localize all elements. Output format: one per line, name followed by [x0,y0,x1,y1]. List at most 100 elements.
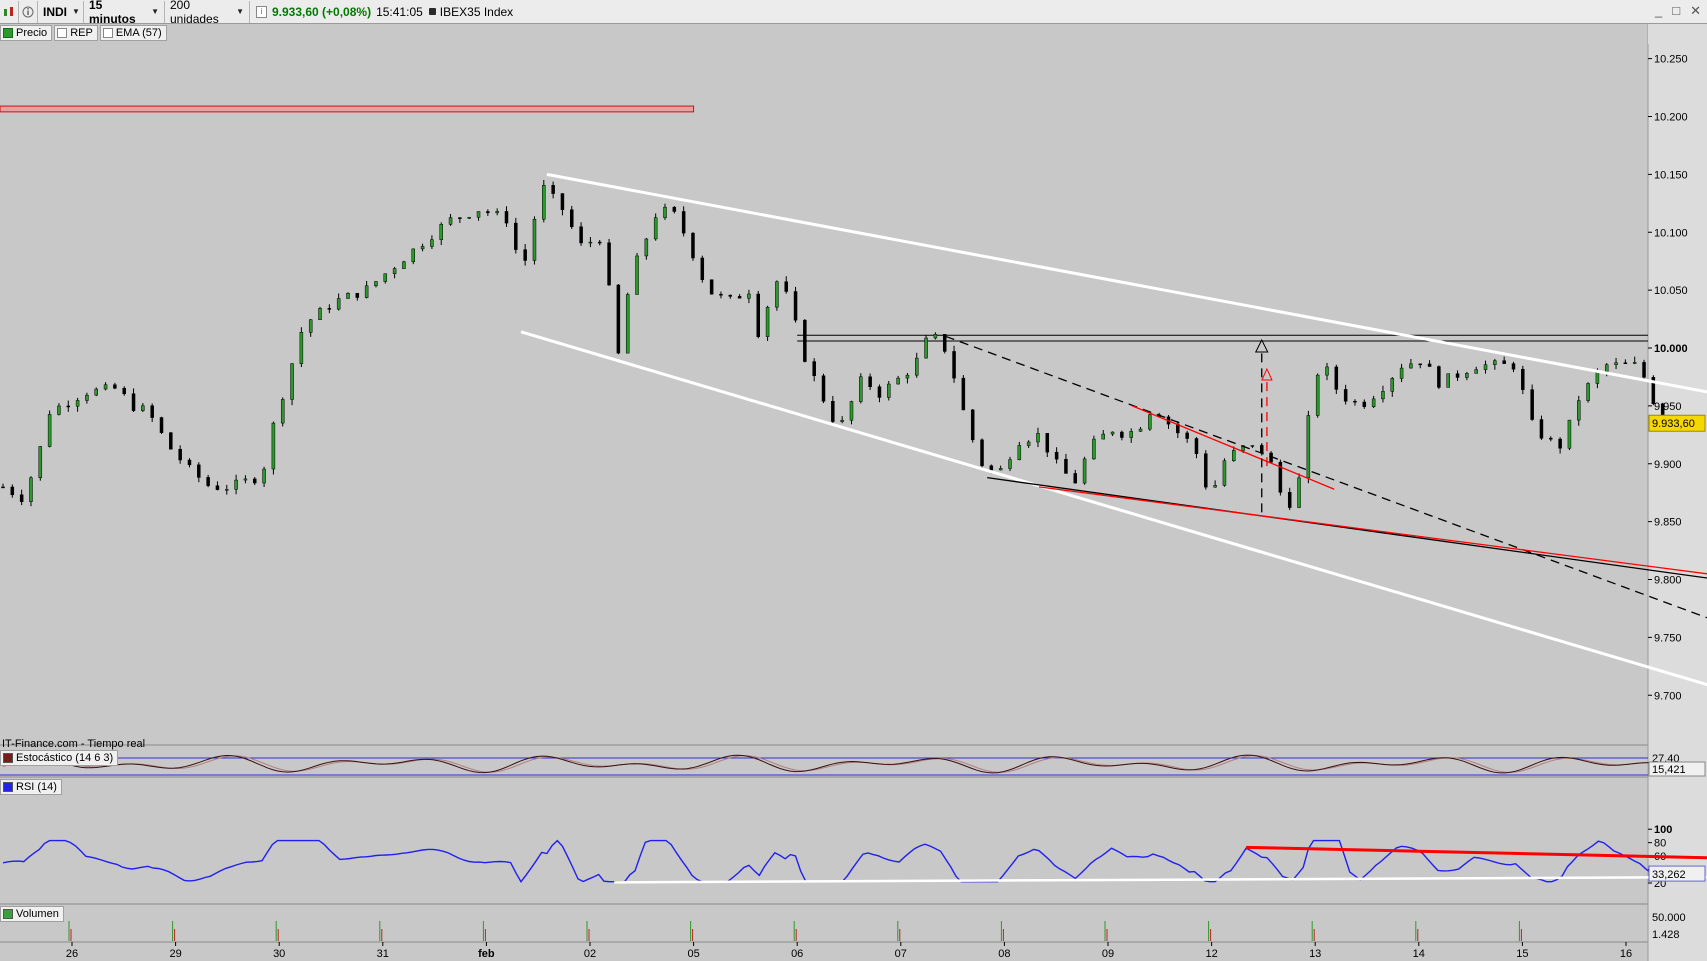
candle-body [411,248,416,263]
candle-body [1213,485,1217,488]
timeframe-select[interactable]: 15 minutos ▼ [84,0,165,26]
x-tick-label: 14 [1413,948,1425,960]
candle-body [1409,363,1413,369]
checkbox-icon[interactable] [57,28,68,38]
candle-body [1381,391,1385,400]
x-tick-label: 31 [377,948,389,960]
candle-body [1595,371,1600,384]
candle-body [122,388,126,395]
stoch-legend[interactable]: Estocástico (14 6 3) [0,750,119,766]
candle-body [821,375,826,402]
candle-body [1577,400,1581,421]
candle-body [1353,400,1357,403]
candle-body [336,298,341,310]
candle-body [887,383,891,398]
candle-body [346,292,350,299]
close-icon[interactable]: ✕ [1690,3,1701,18]
candle-body [420,246,425,250]
indicator-legend: Precio REP EMA (57) [0,25,169,43]
price-tick-label: 10.000 [1654,343,1688,355]
candle-body [728,294,733,297]
candle-body [1493,360,1497,365]
candle-body [1437,366,1441,388]
candle-body [308,319,313,333]
candle-body [1045,433,1050,453]
candle-body [570,209,574,228]
candle-body [318,308,322,321]
candle-body [1064,458,1068,474]
x-tick-label: 12 [1205,948,1217,960]
candle-body [616,284,621,354]
candle-body [663,206,667,218]
candle-body [532,218,537,261]
legend-precio[interactable]: Precio [0,25,53,41]
data-source: IT-Finance.com - Tiempo real [2,738,146,750]
candle-body [635,255,639,295]
candle-body [653,217,658,240]
maximize-icon[interactable]: □ [1672,3,1681,18]
volume-tick-label: 50.000 [1652,912,1686,924]
x-tick-label: 08 [998,948,1010,960]
candle-body [1250,445,1255,447]
candle-icon [4,6,13,16]
candle-body [1362,401,1367,407]
candle-body [430,239,434,247]
legend-rep[interactable]: REP [54,25,98,41]
candle-body [75,400,80,407]
candle-body [280,399,285,424]
rsi-value: 33,262 [1652,869,1686,881]
candle-body [252,478,257,484]
candle-body [150,405,154,418]
price-readout: i 9.933,60 (+0,08%) 15:41:05 IBEX35 Inde… [250,1,518,23]
candle-body [1623,362,1628,365]
candle-body [402,261,406,269]
checkbox-icon[interactable] [102,28,113,38]
candle-body [1567,419,1572,449]
symbol-select[interactable]: INDI ▼ [38,0,84,23]
candle-body [29,477,33,502]
dropdown-icon: ▼ [72,7,80,16]
candle-body [1120,431,1124,438]
info-box-icon: i [256,5,267,18]
candle-body [859,376,863,402]
units-select[interactable]: 200 unidades ▼ [165,0,250,26]
price-tick-label: 9.700 [1654,690,1682,702]
candle-body [10,486,15,496]
candle-body [1315,374,1320,416]
red-zone [0,105,695,113]
price-tick-label: 9.850 [1654,517,1682,529]
candle-body [1446,373,1450,388]
channel-lower [520,330,1707,687]
candle-body [1036,433,1040,443]
candle-body [644,238,649,257]
volume-value: 1.428 [1652,929,1680,941]
candle-body [85,394,89,401]
candle-body [234,479,238,490]
info-icon[interactable] [19,0,38,23]
candle-body [1185,432,1189,439]
dropdown-icon: ▼ [236,7,244,16]
stoch-main-line [2,754,1661,774]
candle-body [681,211,686,234]
channel-upper [546,172,1707,394]
candle-body [849,401,854,421]
candle-body [1371,398,1376,407]
candle-body [383,273,388,282]
legend-ema[interactable]: EMA (57) [99,25,167,41]
price-tick-label: 10.100 [1654,227,1688,239]
minimize-icon[interactable]: _ [1655,3,1663,18]
candle-body [579,226,583,244]
candle-body [486,211,490,214]
candle-body [355,292,360,298]
rsi-value-box [1648,865,1706,882]
x-tick-label: 05 [687,948,699,960]
chart-type-icon[interactable] [0,0,19,23]
last-price-label [1648,414,1706,432]
volume-legend[interactable]: Volumen [0,906,64,922]
rsi-legend[interactable]: RSI (14) [0,779,62,795]
candle-body [970,409,975,441]
candle-body [1511,363,1516,370]
checkbox-icon[interactable] [3,28,13,38]
candle-body [597,241,602,244]
